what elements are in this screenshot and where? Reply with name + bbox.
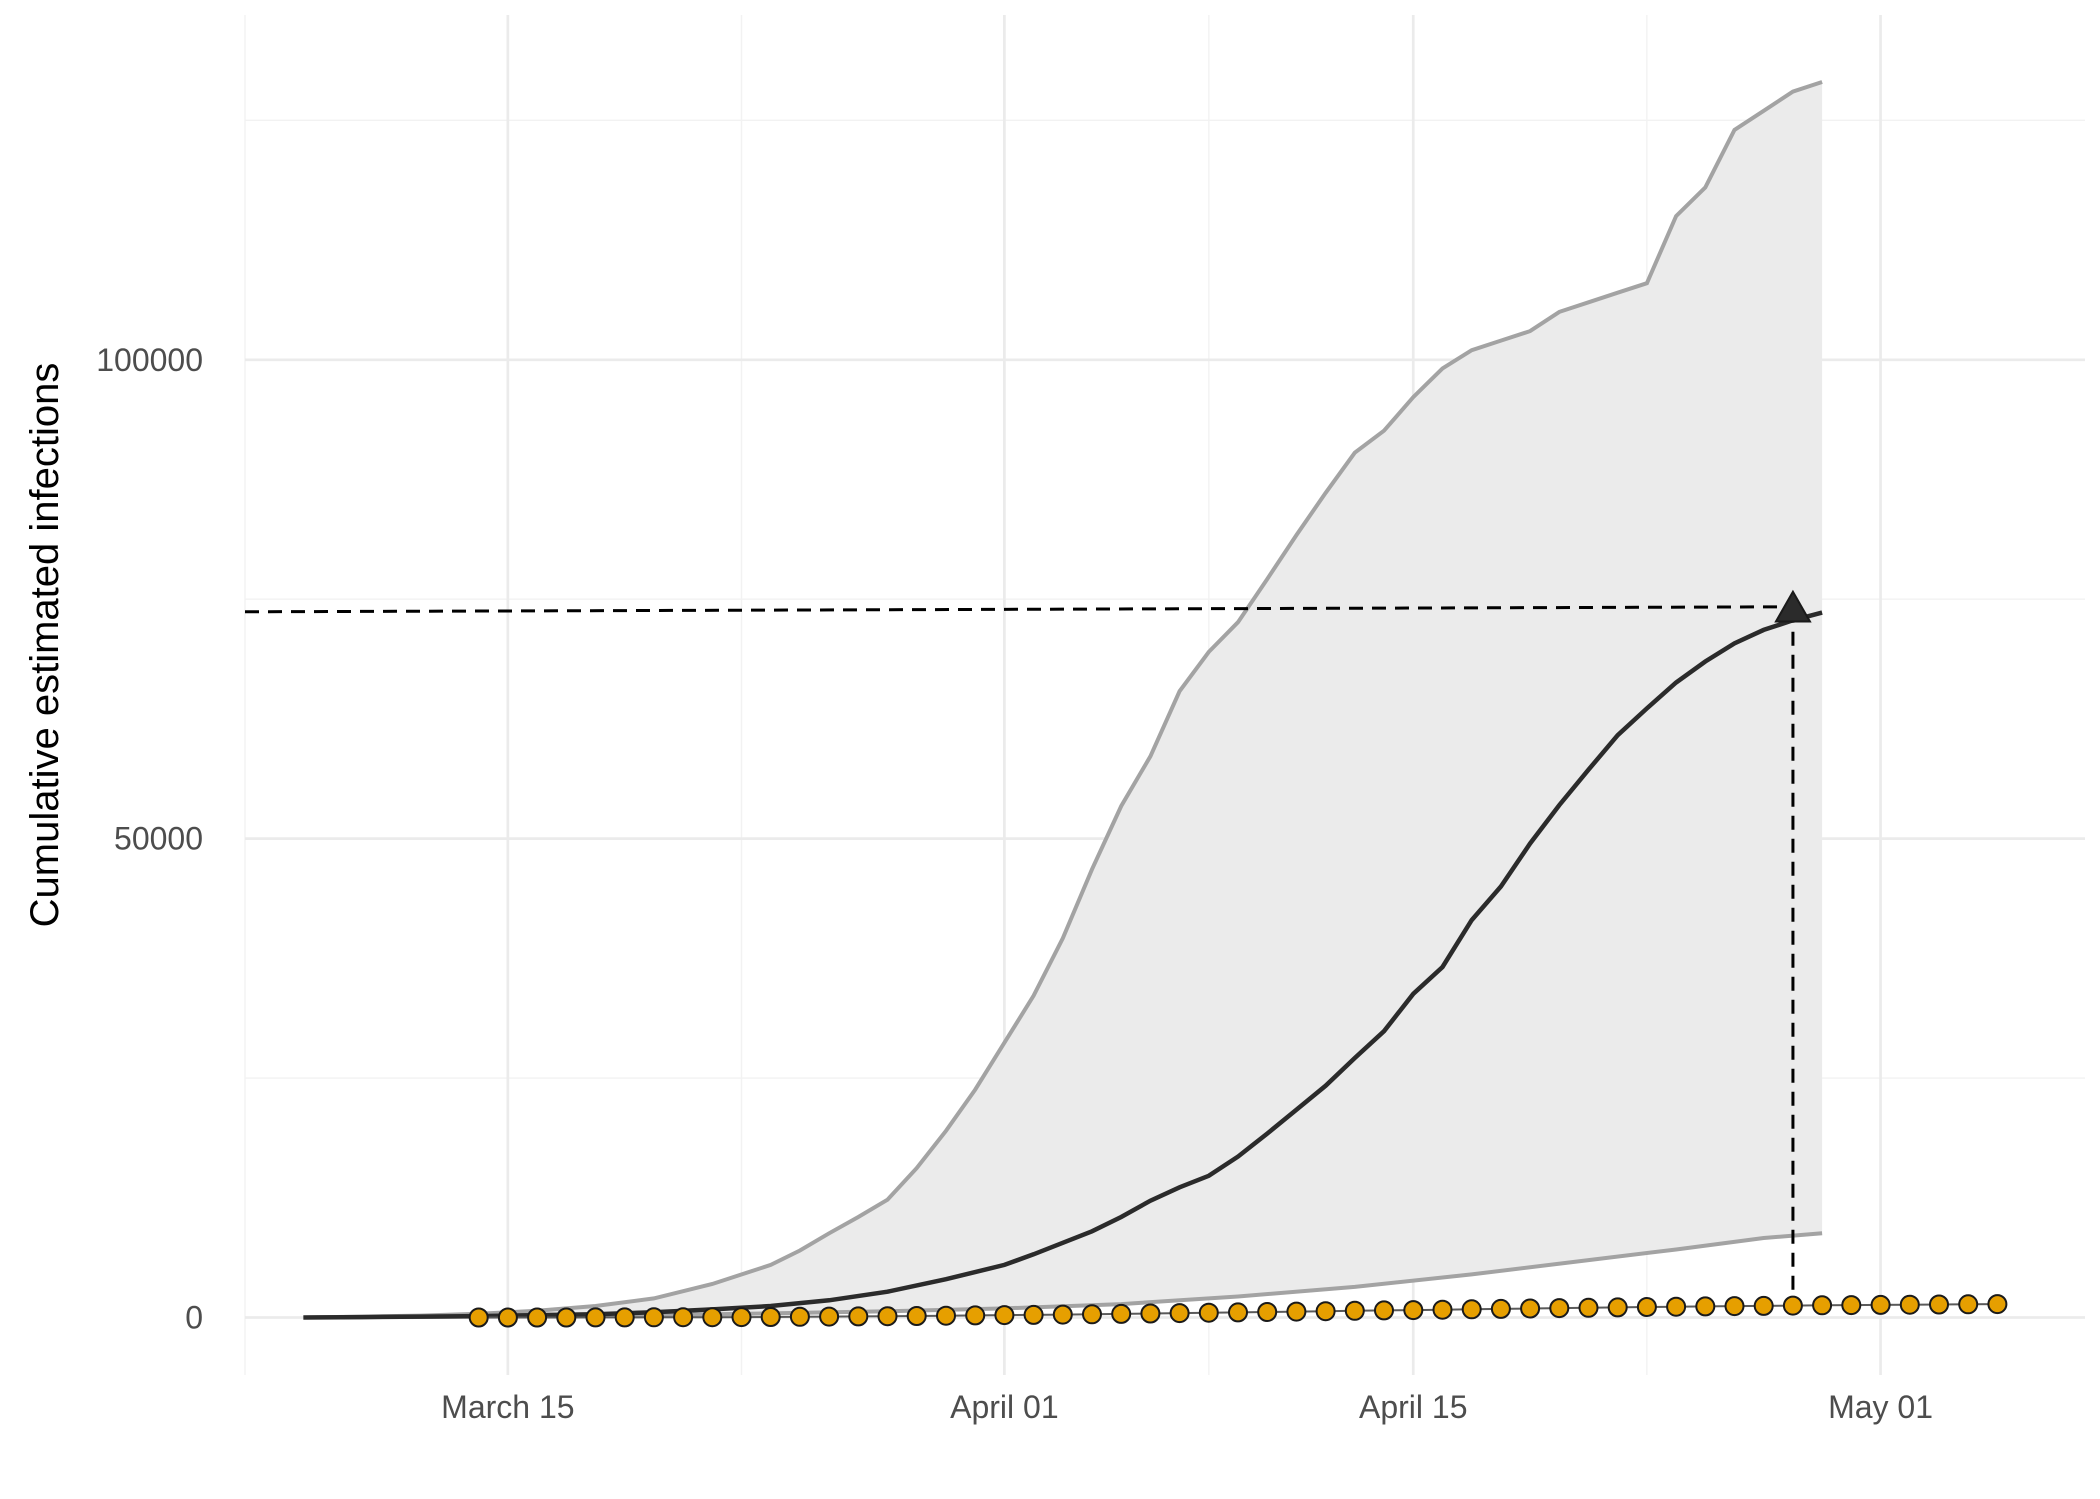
observed-point bbox=[1666, 1296, 1687, 1317]
y-tick-label: 0 bbox=[185, 1300, 203, 1336]
observed-point bbox=[1403, 1300, 1424, 1321]
observed-point bbox=[1023, 1304, 1044, 1325]
annotation-marker-layer bbox=[1774, 589, 1812, 623]
y-tick-label: 100000 bbox=[96, 342, 203, 378]
observed-point bbox=[1929, 1294, 1949, 1315]
observed-point bbox=[1169, 1303, 1190, 1324]
observed-point bbox=[760, 1307, 781, 1327]
observed-point bbox=[1432, 1299, 1453, 1320]
observed-point bbox=[1344, 1300, 1365, 1321]
observed-point bbox=[1958, 1294, 1979, 1315]
upper-bound-line bbox=[303, 80, 1823, 1320]
median-estimate-line bbox=[303, 610, 1823, 1320]
observed-point bbox=[1782, 1295, 1803, 1316]
observed-point bbox=[1899, 1294, 1920, 1315]
x-tick-label: May 01 bbox=[1828, 1389, 1933, 1425]
observed-point bbox=[1257, 1302, 1278, 1322]
observed-point bbox=[1724, 1296, 1745, 1317]
observed-point bbox=[819, 1306, 840, 1327]
observed-point bbox=[702, 1307, 723, 1328]
x-tick-label: April 15 bbox=[1359, 1389, 1468, 1425]
observed-point bbox=[1198, 1302, 1219, 1323]
observed-point bbox=[1578, 1297, 1599, 1318]
observed-point bbox=[527, 1307, 548, 1328]
observed-point bbox=[1140, 1303, 1161, 1324]
observed-point bbox=[731, 1307, 752, 1328]
annotation-triangle-marker bbox=[1774, 589, 1812, 623]
y-axis-title: Cumulative estimated infections bbox=[23, 363, 67, 928]
observed-point bbox=[1841, 1295, 1862, 1316]
observed-point bbox=[1549, 1298, 1570, 1319]
observed-point bbox=[994, 1305, 1015, 1326]
observed-points-layer bbox=[468, 1294, 2008, 1328]
uncertainty-ribbon bbox=[303, 82, 1823, 1318]
observed-point bbox=[1374, 1300, 1394, 1321]
observed-point bbox=[1607, 1297, 1628, 1318]
observed-point bbox=[877, 1306, 898, 1327]
observed-point bbox=[906, 1306, 927, 1326]
x-tick-label: April 01 bbox=[950, 1389, 1059, 1425]
observed-point bbox=[1812, 1295, 1833, 1316]
observed-point bbox=[1490, 1298, 1511, 1319]
observed-point bbox=[614, 1307, 635, 1328]
y-tick-labels: 0 50000 100000 bbox=[96, 342, 203, 1336]
observed-point bbox=[1052, 1304, 1073, 1325]
observed-point bbox=[965, 1305, 986, 1326]
x-tick-labels: March 15 April 01 April 15 May 01 bbox=[441, 1389, 1933, 1425]
observed-point bbox=[1870, 1294, 1891, 1315]
observed-point bbox=[468, 1307, 489, 1328]
y-tick-label: 50000 bbox=[114, 821, 203, 857]
observed-point bbox=[1520, 1298, 1541, 1319]
observed-point bbox=[1636, 1297, 1657, 1317]
uncertainty-ribbon-layer bbox=[303, 82, 1823, 1318]
horizontal-reference-line bbox=[244, 605, 1793, 614]
x-tick-label: March 15 bbox=[441, 1389, 574, 1425]
observed-point bbox=[1286, 1301, 1307, 1322]
observed-point bbox=[1111, 1303, 1132, 1324]
observed-point bbox=[556, 1307, 577, 1328]
observed-point bbox=[1082, 1304, 1102, 1325]
observed-point bbox=[585, 1307, 606, 1328]
observed-point bbox=[1461, 1299, 1482, 1320]
observed-point bbox=[1695, 1296, 1716, 1317]
observed-point bbox=[1987, 1294, 2008, 1315]
observed-point bbox=[497, 1307, 518, 1328]
observed-point bbox=[1228, 1302, 1248, 1323]
observed-point bbox=[673, 1307, 694, 1328]
observed-point bbox=[936, 1305, 956, 1326]
observed-point bbox=[789, 1306, 810, 1327]
reference-lines-layer bbox=[244, 605, 1795, 1306]
observed-point bbox=[643, 1307, 664, 1328]
observed-point bbox=[1315, 1301, 1336, 1322]
observed-point bbox=[1753, 1295, 1774, 1316]
observed-point bbox=[848, 1306, 869, 1327]
